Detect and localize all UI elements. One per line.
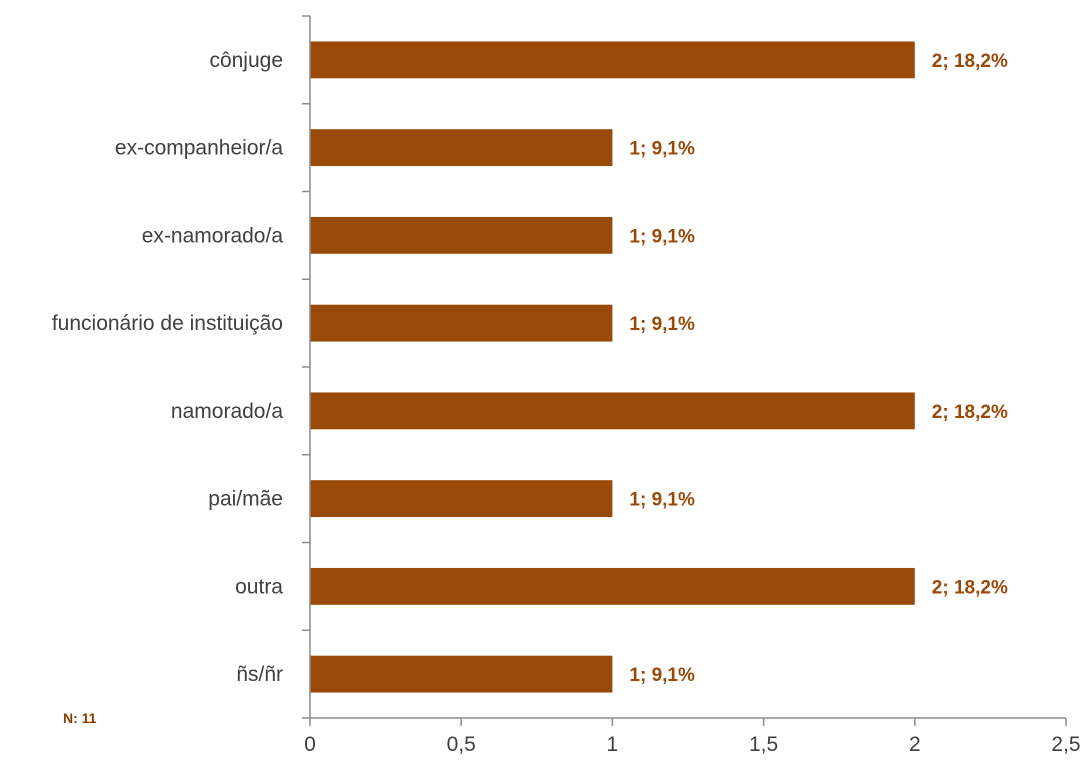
- bar-8: [310, 655, 613, 693]
- bar-2: [310, 129, 613, 167]
- category-label: cônjuge: [209, 49, 283, 72]
- bar-6: [310, 480, 613, 518]
- bar-3: [310, 216, 613, 254]
- x-tick-label: 2: [909, 733, 921, 756]
- data-label: 2; 18,2%: [932, 402, 1008, 423]
- data-label: 2; 18,2%: [932, 51, 1008, 72]
- category-label: ex-companheior/a: [115, 137, 283, 160]
- category-label: ñs/ñr: [236, 663, 283, 686]
- data-label: 2; 18,2%: [932, 577, 1008, 598]
- category-label: ex-namorado/a: [142, 224, 284, 247]
- data-label: 1; 9,1%: [629, 314, 695, 335]
- category-label: pai/mãe: [208, 488, 283, 511]
- category-label: outra: [235, 575, 283, 598]
- data-label: 1; 9,1%: [629, 490, 695, 511]
- sample-size-note: N: 11: [63, 710, 97, 726]
- x-tick-label: 1,5: [749, 733, 778, 756]
- data-label: 1; 9,1%: [629, 139, 695, 160]
- category-label: namorado/a: [171, 400, 283, 423]
- x-tick-label: 0: [304, 733, 316, 756]
- bar-1: [310, 41, 915, 79]
- axis-layer: 0 0,5 1 1,5 2 2,5: [302, 15, 1081, 756]
- data-label: 1; 9,1%: [629, 226, 695, 247]
- x-tick-label: 1: [607, 733, 619, 756]
- x-tick-label: 2,5: [1051, 733, 1080, 756]
- category-label: funcionário de instituição: [52, 312, 283, 335]
- bar-7: [310, 567, 915, 605]
- data-label: 1; 9,1%: [629, 665, 695, 686]
- labels-layer: cônjuge 2; 18,2% ex-companheior/a 1; 9,1% ex…: [52, 49, 1008, 686]
- x-tick-label: 0,5: [447, 733, 476, 756]
- bar-4: [310, 304, 613, 342]
- bars-layer: [310, 41, 915, 693]
- bar-5: [310, 392, 915, 430]
